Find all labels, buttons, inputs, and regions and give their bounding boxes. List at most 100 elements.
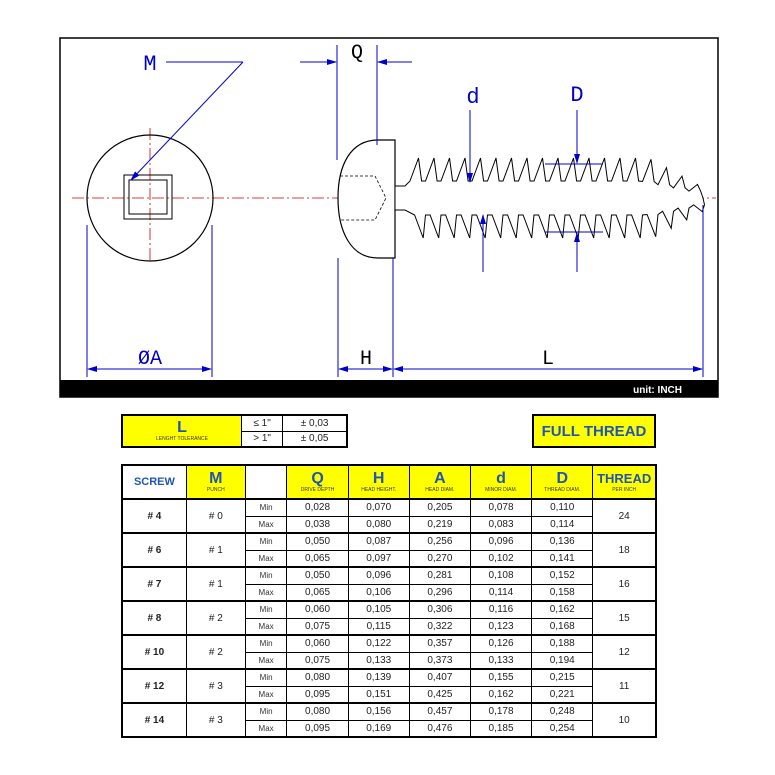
max-value: 0,162 (469, 685, 533, 704)
header-cell: H HEAD HEIGHT. (347, 464, 410, 500)
unit-label: unit: INCH (633, 385, 682, 396)
punch-size: # 2 (185, 600, 246, 636)
header-sub: HEAD HEIGHT. (361, 487, 397, 493)
max-value: 0,065 (286, 549, 349, 568)
max-value: 0,296 (408, 583, 471, 602)
unit-bar (60, 380, 718, 397)
min-value: 0,136 (531, 532, 594, 551)
table-row: # 14 # 3 Min 0,080 0,156 0,457 0,178 0,248 10 (121, 702, 657, 738)
min-value: 0,306 (408, 600, 471, 619)
min-value: 0,357 (408, 634, 471, 653)
header-sub: MINOR DIAM. (485, 487, 518, 493)
punch-size: # 3 (185, 702, 246, 738)
table-row: # 12 # 3 Min 0,080 0,139 0,407 0,155 0,215 11 (121, 668, 657, 704)
min-value: 0,070 (347, 498, 410, 517)
min-value: 0,126 (469, 634, 533, 653)
tolerance-title: L (177, 419, 187, 436)
tolerance-subtitle: LENGHT TOLERANCE (156, 436, 208, 442)
label-M: M (143, 52, 156, 77)
max-value: 0,095 (286, 719, 349, 738)
threads-per-inch: 11 (592, 668, 657, 704)
max-value: 0,169 (347, 719, 410, 738)
min-value: 0,281 (408, 566, 471, 585)
tolerance-cond: ≤ 1" (240, 414, 284, 432)
max-label: Max (244, 719, 288, 738)
table-row: Max 0,075 0,115 0,322 0,123 0,168 (122, 617, 656, 636)
max-value: 0,133 (469, 651, 533, 670)
label-A: ØA (138, 348, 162, 371)
threads-per-inch: 24 (592, 498, 657, 534)
punch-size: # 3 (185, 668, 246, 704)
header-main: H (372, 470, 385, 487)
min-value: 0,152 (531, 566, 594, 585)
tolerance-value: ± 0,03 (282, 414, 348, 432)
min-value: 0,105 (347, 600, 410, 619)
threads-per-inch: 15 (592, 600, 657, 636)
min-value: 0,060 (286, 634, 349, 653)
min-label: Min (244, 600, 288, 619)
min-value: 0,080 (286, 668, 349, 687)
header-cell (244, 464, 288, 500)
min-value: 0,050 (286, 566, 349, 585)
full-thread-badge: FULL THREAD (532, 414, 656, 448)
header-main: THREAD (597, 471, 652, 486)
punch-size: # 2 (185, 634, 246, 670)
max-label: Max (244, 617, 288, 636)
header-main: A (434, 470, 446, 487)
punch-size: # 1 (185, 532, 246, 568)
header-cell: SCREW (121, 464, 187, 500)
screw-size: # 7 (121, 566, 187, 602)
screw-size: # 8 (121, 600, 187, 636)
min-label: Min (244, 634, 288, 653)
table-row: # 8 # 2 Min 0,060 0,105 0,306 0,116 0,162 15 (121, 600, 657, 636)
header-cell: Q DRIVE DEPTH (286, 464, 349, 500)
max-value: 0,322 (408, 617, 471, 636)
min-value: 0,116 (469, 600, 533, 619)
full-thread-label: FULL THREAD (541, 422, 647, 440)
min-value: 0,096 (347, 566, 410, 585)
min-value: 0,060 (286, 600, 349, 619)
header-main: M (209, 470, 223, 487)
min-value: 0,087 (347, 532, 410, 551)
header-cell: d MINOR DIAM. (469, 464, 533, 500)
min-value: 0,178 (469, 702, 533, 721)
max-value: 0,158 (531, 583, 594, 602)
max-value: 0,254 (531, 719, 594, 738)
screw-size: # 4 (121, 498, 187, 534)
label-D: D (570, 83, 583, 108)
min-value: 0,028 (286, 498, 349, 517)
min-value: 0,156 (347, 702, 410, 721)
max-value: 0,083 (469, 515, 533, 534)
header-main: Q (311, 470, 324, 487)
min-value: 0,155 (469, 668, 533, 687)
max-label: Max (244, 515, 288, 534)
max-value: 0,080 (347, 515, 410, 534)
header-sub: PUNCH (206, 487, 225, 493)
min-value: 0,205 (408, 498, 471, 517)
screw-side-view (337, 139, 706, 259)
threads-per-inch: 16 (592, 566, 657, 602)
max-value: 0,425 (408, 685, 471, 704)
min-value: 0,162 (531, 600, 594, 619)
max-label: Max (244, 651, 288, 670)
screw-size: # 6 (121, 532, 187, 568)
table-row: # 10 # 2 Min 0,060 0,122 0,357 0,126 0,188 12 (121, 634, 657, 670)
screw-size: # 10 (121, 634, 187, 670)
max-label: Max (244, 583, 288, 602)
min-label: Min (244, 566, 288, 585)
min-value: 0,096 (469, 532, 533, 551)
threads-per-inch: 12 (592, 634, 657, 670)
min-value: 0,108 (469, 566, 533, 585)
max-label: Max (244, 685, 288, 704)
max-value: 0,095 (286, 685, 349, 704)
max-value: 0,075 (286, 617, 349, 636)
min-value: 0,110 (531, 498, 594, 517)
max-value: 0,102 (469, 549, 533, 568)
table-row: # 4 # 0 Min 0,028 0,070 0,205 0,078 0,110 24 (121, 498, 657, 534)
max-value: 0,065 (286, 583, 349, 602)
max-value: 0,115 (347, 617, 410, 636)
min-value: 0,139 (347, 668, 410, 687)
table-row: # 6 # 1 Min 0,050 0,087 0,256 0,096 0,136 18 (121, 532, 657, 568)
max-value: 0,133 (347, 651, 410, 670)
header-cell: A HEAD DIAM. (408, 464, 471, 500)
